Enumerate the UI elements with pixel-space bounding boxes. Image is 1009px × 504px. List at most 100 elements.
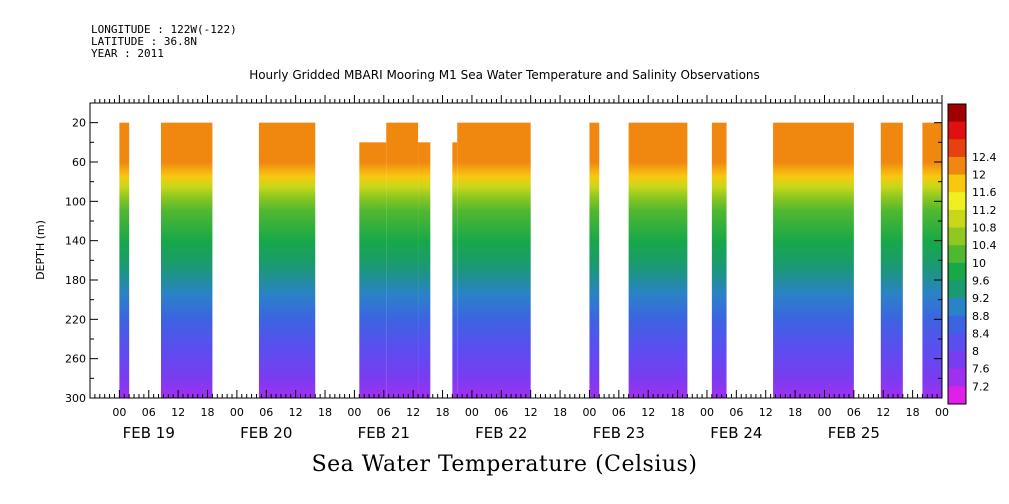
colorbar-swatch xyxy=(948,315,966,334)
colorbar-swatch xyxy=(948,104,966,123)
colorbar-swatch xyxy=(948,156,966,176)
y-axis-label: DEPTH (m) xyxy=(34,220,47,280)
day-label: FEB 21 xyxy=(358,424,410,442)
colorbar-label: 9.2 xyxy=(972,292,990,305)
y-tick-label: 140 xyxy=(65,235,86,248)
colorbar-label: 10 xyxy=(972,257,986,270)
colorbar-label: 11.6 xyxy=(972,186,997,199)
colorbar-swatch xyxy=(948,192,966,211)
colorbar-label: 10.4 xyxy=(972,239,997,252)
x-tick-label: 06 xyxy=(847,406,861,419)
data-segment-7 xyxy=(457,122,531,399)
x-tick-label: 18 xyxy=(436,406,450,419)
colorbar-swatch xyxy=(948,139,966,158)
x-tick-label: 06 xyxy=(377,406,391,419)
data-segment-3 xyxy=(359,142,387,398)
colorbar-frame xyxy=(947,103,967,405)
x-tick-label: 00 xyxy=(112,406,126,419)
colorbar-swatch xyxy=(948,333,966,352)
y-tick-label: 100 xyxy=(65,195,86,208)
x-tick-label: 12 xyxy=(406,406,420,419)
x-tick-label: 00 xyxy=(582,406,596,419)
x-tick-label: 12 xyxy=(641,406,655,419)
data-segment-1 xyxy=(161,122,213,399)
x-tick-label: 06 xyxy=(259,406,273,419)
x-tick-label: 00 xyxy=(935,406,949,419)
x-tick-label: 06 xyxy=(142,406,156,419)
y-tick-label: 220 xyxy=(65,313,86,326)
colorbar-label: 7.6 xyxy=(972,363,990,376)
x-tick-label: 12 xyxy=(171,406,185,419)
data-segment-11 xyxy=(773,122,854,399)
data-segment-9 xyxy=(628,122,688,399)
x-tick-label: 18 xyxy=(553,406,567,419)
y-tick-label: 300 xyxy=(65,392,86,405)
colorbar-swatch xyxy=(948,298,966,317)
x-tick-label: 18 xyxy=(671,406,685,419)
x-tick-label: 18 xyxy=(788,406,802,419)
x-tick-label: 00 xyxy=(347,406,361,419)
x-tick-label: 00 xyxy=(817,406,831,419)
x-tick-label: 12 xyxy=(289,406,303,419)
data-segment-12 xyxy=(880,122,903,399)
data-segment-6 xyxy=(452,142,458,398)
longitude-label: LONGITUDE : 122W(-122) xyxy=(91,23,237,36)
latitude-label: LATITUDE : 36.8N xyxy=(91,35,197,48)
data-segment-5 xyxy=(418,142,431,398)
colorbar-label: 8.4 xyxy=(972,327,990,340)
colorbar-label: 12 xyxy=(972,169,986,182)
x-axis: 00 06 12 18 00 06 12 18 00 06 12 18 00 06 12 18 00 06 12 18… xyxy=(94,95,949,442)
colorbar-label: 12.4 xyxy=(972,151,997,164)
x-tick-label: 00 xyxy=(465,406,479,419)
day-label: FEB 19 xyxy=(123,424,175,442)
day-label: FEB 20 xyxy=(240,424,292,442)
y-tick-label: 180 xyxy=(65,274,86,287)
colorbar-swatch xyxy=(948,209,966,229)
day-label: FEB 24 xyxy=(710,424,762,442)
year-label: YEAR : 2011 xyxy=(91,47,164,60)
colorbar: 7.2 7.6 8 8.4 8.8 9.2 9.6 10 10.4 10.8 11.2 11.6 12 1… xyxy=(947,103,997,405)
x-tick-label: 00 xyxy=(230,406,244,419)
colorbar-swatch xyxy=(948,121,966,140)
y-tick-label: 60 xyxy=(72,156,86,169)
data-segment-10 xyxy=(711,122,727,399)
colorbar-swatch xyxy=(948,262,966,281)
colorbar-label: 10.8 xyxy=(972,222,997,235)
y-tick-label: 20 xyxy=(72,117,86,130)
x-tick-label: 18 xyxy=(201,406,215,419)
day-label: FEB 22 xyxy=(475,424,527,442)
data-segment-4 xyxy=(386,122,419,399)
x-tick-label: 18 xyxy=(318,406,332,419)
colorbar-label: 7.2 xyxy=(972,380,990,393)
colorbar-swatch xyxy=(948,174,966,193)
colorbar-label: 8 xyxy=(972,345,979,358)
x-tick-label: 12 xyxy=(876,406,890,419)
y-axis: 20 60 100 140 180 220 260 300 xyxy=(65,117,942,405)
day-label: FEB 23 xyxy=(593,424,645,442)
day-label: FEB 25 xyxy=(828,424,880,442)
x-tick-label: 12 xyxy=(759,406,773,419)
colorbar-swatch xyxy=(948,351,966,370)
x-tick-label: 06 xyxy=(729,406,743,419)
colorbar-swatch xyxy=(948,245,966,264)
colorbar-swatch xyxy=(948,280,966,299)
x-tick-label: 18 xyxy=(906,406,920,419)
colorbar-swatch xyxy=(948,386,966,405)
colorbar-variable-label: Sea Water Temperature (Celsius) xyxy=(311,452,698,477)
y-tick-label: 260 xyxy=(65,353,86,366)
colorbar-swatch xyxy=(948,368,966,387)
data-segment-13 xyxy=(922,122,942,399)
data-segment-0 xyxy=(119,122,130,399)
chart-title: Hourly Gridded MBARI Mooring M1 Sea Wate… xyxy=(249,68,760,82)
colorbar-label: 11.2 xyxy=(972,204,997,217)
data-segment-2 xyxy=(258,122,316,399)
x-tick-label: 06 xyxy=(612,406,626,419)
plot-area xyxy=(89,102,943,399)
x-tick-label: 12 xyxy=(524,406,538,419)
colorbar-swatch xyxy=(948,227,966,246)
x-tick-label: 06 xyxy=(494,406,508,419)
colorbar-label: 8.8 xyxy=(972,310,990,323)
x-tick-label: 00 xyxy=(700,406,714,419)
colorbar-label: 9.6 xyxy=(972,274,990,287)
